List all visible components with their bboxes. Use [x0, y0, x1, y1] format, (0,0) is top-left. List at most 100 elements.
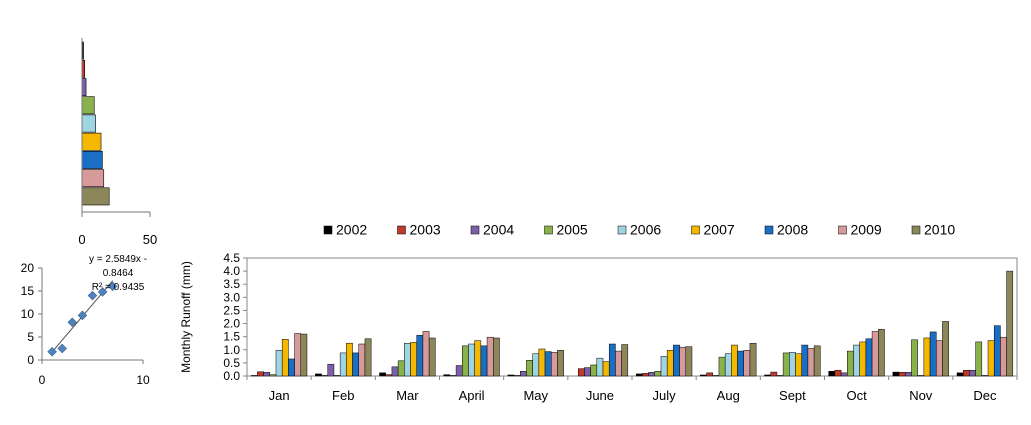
scatter-point-6	[107, 281, 118, 292]
runoff-y-tick-label: 0.5	[223, 356, 240, 370]
runoff-bar-Mar-2002	[379, 372, 386, 377]
legend-swatch-2006	[617, 225, 627, 235]
hbar-x-tick-label: 50	[143, 232, 157, 247]
runoff-bar-Jan-2007	[281, 339, 289, 377]
runoff-bar-Sept-2009	[807, 348, 815, 377]
legend-swatch-2010	[911, 225, 921, 235]
runoff-bar-Oct-2005	[847, 350, 854, 377]
runoff-bar-Oct-2002	[828, 371, 836, 377]
hbar-4	[81, 114, 96, 133]
runoff-bar-June-2009	[615, 350, 622, 377]
runoff-bar-Jan-2003	[257, 371, 264, 377]
runoff-y-tick-label: 3.5	[223, 277, 240, 291]
runoff-x-tick-label: June	[586, 388, 614, 403]
runoff-y-tick-label: 2.0	[223, 317, 240, 331]
scatter-y-tick-label: 0	[27, 353, 34, 367]
legend-label-2005: 2005	[557, 222, 588, 238]
runoff-bar-Feb-2008	[352, 352, 359, 377]
legend-label-2008: 2008	[777, 222, 808, 238]
runoff-bar-Jan-2005	[269, 374, 277, 377]
runoff-bar-July-2005	[654, 371, 662, 377]
runoff-bar-May-2008	[544, 351, 552, 377]
runoff-bar-Aug-2009	[743, 350, 751, 377]
runoff-bar-Feb-2006	[339, 352, 347, 377]
runoff-bar-Jan-2009	[294, 333, 302, 377]
runoff-bar-Aug-2010	[749, 342, 757, 377]
runoff-bar-June-2005	[590, 364, 598, 377]
runoff-bar-Nov-2009	[936, 340, 943, 377]
runoff-bar-July-2010	[685, 346, 693, 377]
legend-label-2003: 2003	[410, 222, 441, 238]
runoff-bar-Dec-2010	[1006, 270, 1014, 377]
scatter-chart: 0 5 10 15 20 0 10 y = 2.5849x - 0.8464 R² = 0.943…	[21, 254, 150, 387]
runoff-bar-Feb-2009	[358, 343, 366, 377]
runoff-bar-May-2004	[520, 371, 527, 377]
runoff-bar-July-2002	[635, 373, 643, 377]
trendline-equation-line: 0.8464	[103, 268, 134, 279]
runoff-bar-Feb-2004	[327, 363, 335, 377]
runoff-y-tick-label: 4.5	[223, 251, 240, 265]
runoff-x-tick-label: Dec	[973, 388, 997, 403]
runoff-bar-Mar-2003	[385, 374, 393, 377]
runoff-x-tick-label: Mar	[396, 388, 419, 403]
runoff-bar-June-2006	[596, 357, 604, 377]
runoff-bar-Jan-2004	[263, 372, 271, 377]
runoff-x-tick-label: Oct	[846, 388, 867, 403]
runoff-bar-Mar-2007	[410, 342, 417, 377]
runoff-bar-April-2005	[462, 345, 469, 377]
runoff-bar-Dec-2005	[975, 341, 983, 377]
runoff-bar-Dec-2004	[969, 369, 976, 377]
legend-label-2007: 2007	[704, 222, 735, 238]
runoff-bar-Sept-2005	[782, 352, 790, 377]
runoff-x-tick-label: Nov	[909, 388, 933, 403]
runoff-bar-May-2005	[526, 360, 533, 377]
runoff-bar-Sept-2007	[795, 353, 802, 377]
runoff-bar-Feb-2005	[333, 375, 341, 377]
runoff-y-tick-label: 2.5	[223, 303, 240, 317]
runoff-bar-April-2007	[474, 340, 482, 377]
runoff-bar-April-2006	[468, 343, 475, 377]
hbar-2	[81, 78, 87, 96]
runoff-bar-Nov-2005	[911, 339, 918, 377]
runoff-bar-Mar-2006	[404, 342, 411, 377]
runoff-y-axis-label: Monthly Runoff (mm)	[179, 261, 193, 373]
runoff-bar-Aug-2003	[706, 372, 713, 377]
hbar-7	[81, 169, 105, 188]
runoff-bar-April-2008	[480, 345, 488, 377]
runoff-x-tick-label: Feb	[332, 388, 354, 403]
runoff-bar-Oct-2008	[865, 338, 873, 377]
scatter-x-tick-label: 0	[39, 373, 46, 387]
runoff-bar-July-2006	[660, 356, 668, 377]
scatter-point-3	[77, 310, 88, 321]
runoff-bar-Aug-2007	[731, 344, 738, 377]
hbar-8	[81, 187, 110, 206]
runoff-x-tick-label: July	[653, 388, 677, 403]
runoff-x-tick-label: Jan	[269, 388, 290, 403]
runoff-bar-Jan-2006	[275, 350, 283, 377]
runoff-bar-July-2003	[642, 373, 649, 377]
runoff-bar-Dec-2007	[987, 340, 995, 377]
runoff-bar-Dec-2006	[981, 375, 989, 377]
runoff-bar-Feb-2007	[346, 342, 353, 377]
runoff-bar-Feb-2010	[364, 338, 372, 377]
runoff-bar-Sept-2010	[813, 345, 821, 377]
runoff-bar-Nov-2008	[929, 331, 937, 377]
scatter-point-5	[97, 287, 108, 297]
runoff-x-tick-label: April	[459, 388, 485, 403]
runoff-bar-Dec-2008	[993, 325, 1001, 377]
runoff-x-tick-label: Sept	[779, 388, 806, 403]
runoff-y-tick-label: 0.0	[223, 369, 240, 383]
hbar-3	[81, 96, 95, 115]
runoff-bar-Sept-2003	[770, 371, 778, 377]
legend-swatch-2007	[691, 225, 700, 235]
runoff-bar-Jan-2010	[300, 333, 308, 377]
runoff-bar-Mar-2009	[422, 331, 430, 377]
runoff-bar-July-2007	[666, 350, 674, 377]
runoff-bar-April-2010	[493, 337, 500, 377]
scatter-y-tick-label: 15	[21, 284, 35, 298]
runoff-bar-Aug-2002	[700, 374, 707, 377]
runoff-bar-Mar-2010	[428, 337, 436, 377]
scatter-x-tick-label: 10	[136, 373, 150, 387]
runoff-bar-Aug-2008	[737, 350, 744, 377]
